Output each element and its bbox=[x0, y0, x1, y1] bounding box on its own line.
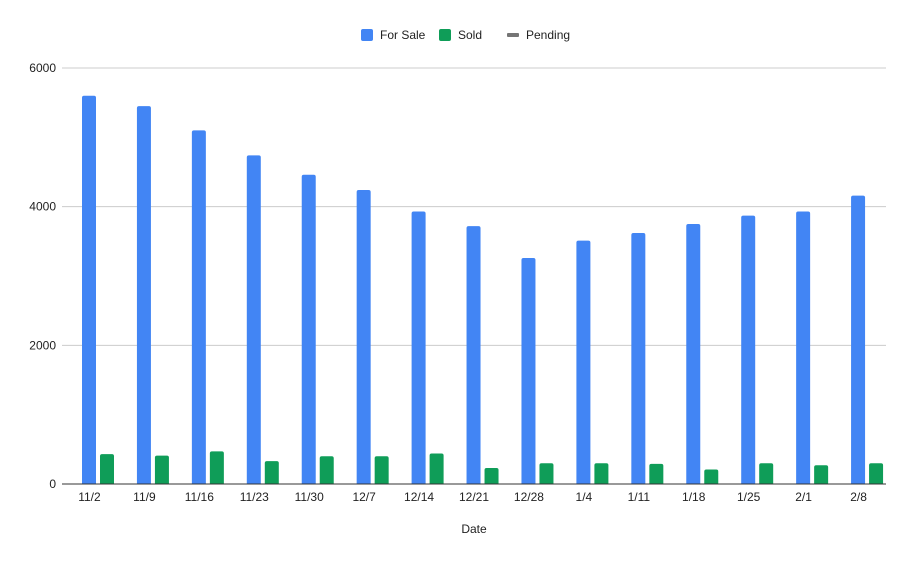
bars bbox=[82, 95, 884, 485]
x-tick-label: 11/2 bbox=[78, 490, 101, 504]
bar-sold bbox=[100, 454, 114, 484]
bar-for-sale bbox=[576, 240, 591, 484]
x-tick-label: 1/11 bbox=[628, 490, 651, 504]
bar-sold bbox=[539, 463, 554, 484]
y-tick-label: 0 bbox=[49, 477, 56, 491]
bar-sold bbox=[429, 453, 444, 484]
bar-sold bbox=[209, 451, 224, 484]
bar-for-sale bbox=[521, 257, 536, 484]
bar-for-sale bbox=[356, 190, 371, 484]
bar-sold bbox=[814, 465, 829, 484]
x-axis-title: Date bbox=[461, 522, 487, 536]
bar-for-sale bbox=[411, 211, 426, 484]
bar-sold bbox=[264, 461, 279, 484]
bar-sold bbox=[319, 456, 334, 484]
legend-swatch-sold bbox=[439, 29, 451, 41]
x-tick-label: 12/28 bbox=[514, 490, 544, 504]
x-tick-label: 11/23 bbox=[240, 490, 269, 504]
bar-for-sale bbox=[851, 195, 866, 484]
x-tick-label: 11/9 bbox=[133, 490, 156, 504]
legend: For Sale Sold Pending bbox=[361, 28, 570, 42]
bar-sold bbox=[154, 455, 169, 484]
x-tick-label: 2/8 bbox=[850, 490, 867, 504]
bar-sold bbox=[759, 463, 774, 484]
legend-swatch-for-sale bbox=[361, 29, 373, 41]
axes: 0 2000 4000 6000 11/2 11/9 11/16 11/23 11/30 12/7… bbox=[29, 61, 886, 504]
legend-label-pending: Pending bbox=[526, 28, 570, 42]
bar-sold bbox=[704, 469, 719, 484]
bar-for-sale bbox=[631, 233, 646, 484]
bar-sold bbox=[484, 468, 499, 484]
x-tick-label: 12/14 bbox=[404, 490, 434, 504]
bar-for-sale bbox=[466, 226, 481, 484]
x-tick-label: 1/4 bbox=[576, 490, 593, 504]
bar-for-sale bbox=[741, 215, 756, 484]
x-tick-label: 12/7 bbox=[352, 490, 376, 504]
bar-for-sale bbox=[796, 211, 811, 484]
bar-sold bbox=[374, 456, 389, 484]
bar-sold bbox=[594, 463, 609, 484]
bar-sold bbox=[869, 463, 884, 484]
bar-for-sale bbox=[191, 130, 206, 484]
bar-for-sale bbox=[82, 95, 96, 484]
x-tick-label: 11/30 bbox=[295, 490, 324, 504]
x-tick-label: 2/1 bbox=[795, 490, 812, 504]
x-tick-label: 1/25 bbox=[737, 490, 761, 504]
bar-for-sale bbox=[301, 174, 316, 485]
x-tick-label: 12/21 bbox=[459, 490, 489, 504]
y-tick-label: 2000 bbox=[29, 338, 56, 352]
bar-for-sale bbox=[136, 106, 151, 484]
y-tick-label: 4000 bbox=[29, 200, 56, 214]
legend-swatch-pending bbox=[507, 33, 519, 37]
x-tick-label: 1/18 bbox=[682, 490, 706, 504]
legend-label-sold: Sold bbox=[458, 28, 482, 42]
x-tick-label: 11/16 bbox=[185, 490, 214, 504]
legend-label-for-sale: For Sale bbox=[380, 28, 426, 42]
y-tick-label: 6000 bbox=[29, 61, 56, 75]
bar-sold bbox=[649, 463, 664, 484]
bar-for-sale bbox=[686, 224, 701, 484]
bar-for-sale bbox=[246, 155, 261, 485]
